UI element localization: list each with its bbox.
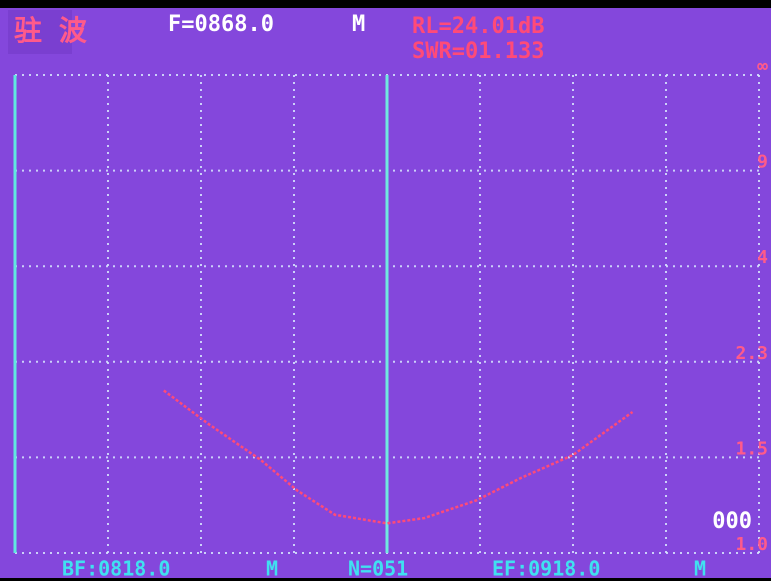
chart-title: 驻 波 [14, 14, 88, 47]
y-tick-label: 2.3 [735, 343, 768, 364]
return-loss: RL=24.01dB [412, 14, 544, 39]
unit: M [266, 557, 278, 581]
y-tick-label: ∞ [757, 56, 768, 77]
y-tick-label: 1.0 [735, 534, 768, 555]
y-tick-label: 1.5 [735, 438, 768, 459]
y-tick-label: 9 [757, 152, 768, 173]
y-tick-label: 4 [757, 247, 768, 268]
frequency: F=0868.0 [168, 12, 274, 37]
unit: M [694, 557, 706, 581]
marker-count: 000 [712, 509, 752, 534]
end-frequency: EF:0918.0 [492, 557, 600, 581]
begin-frequency: BF:0818.0 [62, 557, 170, 581]
point-count: N=051 [348, 557, 408, 581]
unit: M [352, 12, 365, 37]
swr-readout: SWR=01.133 [412, 39, 544, 64]
title-box [8, 10, 72, 54]
swr-curve [163, 389, 634, 525]
